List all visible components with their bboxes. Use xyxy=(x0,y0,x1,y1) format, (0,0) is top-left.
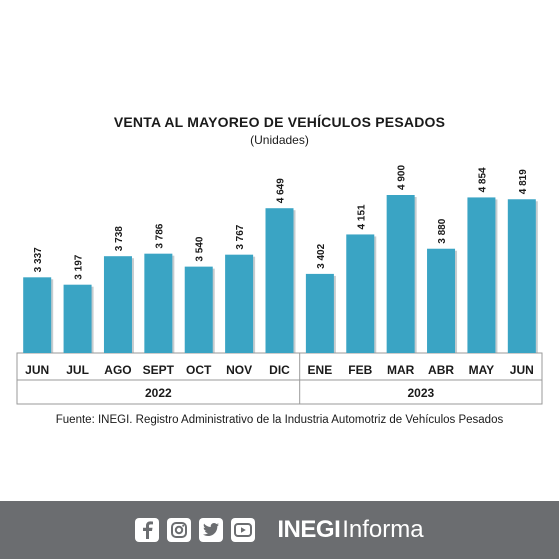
category-label: MAY xyxy=(469,363,495,377)
brand-inegi: INEGI xyxy=(277,516,341,543)
data-label: 3 767 xyxy=(235,224,246,249)
data-label: 4 649 xyxy=(276,178,287,203)
bar xyxy=(144,253,173,353)
bar xyxy=(103,256,132,353)
data-label: 3 540 xyxy=(195,236,206,261)
bar xyxy=(507,199,536,353)
category-label: AGO xyxy=(104,363,131,377)
category-label: FEB xyxy=(348,363,372,377)
facebook-icon[interactable] xyxy=(135,518,160,542)
bar xyxy=(427,248,456,353)
data-label: 3 880 xyxy=(437,218,448,243)
category-axis-frame xyxy=(16,352,543,405)
bar xyxy=(184,266,213,353)
category-label: JUN xyxy=(510,363,534,377)
data-label: 3 738 xyxy=(114,226,125,251)
chart-title: VENTA AL MAYOREO DE VEHÍCULOS PESADOS xyxy=(113,114,446,130)
youtube-icon[interactable] xyxy=(231,518,256,542)
bar xyxy=(467,197,496,353)
category-label: SEPT xyxy=(143,363,175,377)
data-label: 4 151 xyxy=(356,204,367,229)
bar xyxy=(225,254,254,353)
category-label: NOV xyxy=(226,363,252,377)
source-note: Fuente: INEGI. Registro Administrativo d… xyxy=(55,414,504,426)
brand-informa: Informa xyxy=(342,516,424,543)
category-label: ENE xyxy=(308,363,333,377)
data-label: 3 786 xyxy=(154,223,165,248)
category-label: JUN xyxy=(25,363,49,377)
year-label: 2023 xyxy=(407,386,434,400)
footer-bar: INEGI Informa xyxy=(0,501,559,559)
bar xyxy=(63,284,92,353)
chart-subtitle: (Unidades) xyxy=(250,133,309,147)
category-label: MAR xyxy=(387,363,415,377)
data-label: 3 197 xyxy=(74,254,85,279)
category-label: JUL xyxy=(66,363,89,377)
bar xyxy=(23,277,52,353)
category-label: OCT xyxy=(186,363,212,377)
data-label: 4 854 xyxy=(477,167,488,192)
data-label: 3 402 xyxy=(316,243,327,268)
twitter-icon[interactable] xyxy=(199,518,224,542)
category-label: ABR xyxy=(428,363,454,377)
inegi-informa-logo: INEGI Informa xyxy=(277,518,423,542)
instagram-icon[interactable] xyxy=(167,518,192,542)
bar xyxy=(265,208,294,353)
year-label: 2022 xyxy=(145,386,172,400)
category-label: DIC xyxy=(269,363,290,377)
bar xyxy=(305,273,334,353)
data-label: 4 819 xyxy=(518,169,529,194)
bar-chart: 2022 2023 3 337 JUN 3 197 JUL 3 738 AGO 3 786 SEP… xyxy=(16,165,543,405)
bar xyxy=(346,234,375,353)
bar xyxy=(386,195,415,353)
data-label: 3 337 xyxy=(33,247,44,272)
data-label: 4 900 xyxy=(397,165,408,190)
